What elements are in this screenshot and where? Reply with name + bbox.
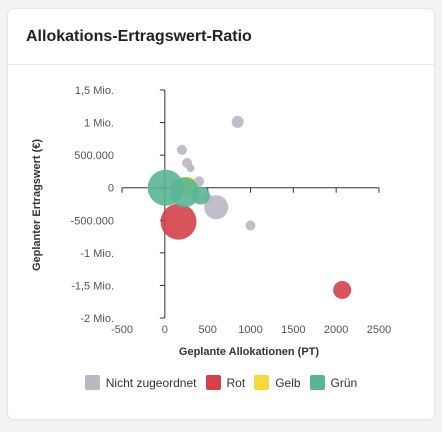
bubble-point[interactable] bbox=[245, 220, 256, 231]
x-tick-label: 1000 bbox=[238, 324, 262, 336]
x-tick-label: 2000 bbox=[324, 324, 348, 336]
bubble-point[interactable] bbox=[333, 280, 352, 299]
y-tick-label: 1,5 Mio. bbox=[75, 85, 114, 97]
legend-swatch bbox=[205, 375, 221, 390]
x-tick-label: 0 bbox=[162, 324, 168, 336]
y-tick-label: 1 Mio. bbox=[84, 118, 114, 130]
legend-label: Gelb bbox=[275, 375, 301, 390]
legend-label: Rot bbox=[226, 375, 246, 390]
y-tick-label: -500.000 bbox=[71, 215, 114, 227]
legend-swatch bbox=[309, 375, 325, 390]
x-tick-label: 2500 bbox=[367, 324, 391, 336]
legend-label: Nicht zugeordnet bbox=[105, 375, 197, 390]
card-title: Allokations-Ertragswert-Ratio bbox=[26, 28, 252, 45]
x-tick-label: 500 bbox=[198, 324, 216, 336]
legend-item[interactable]: Grün bbox=[309, 375, 358, 390]
legend-swatch bbox=[84, 375, 100, 390]
legend-item[interactable]: Rot bbox=[205, 375, 246, 390]
bubble-point[interactable] bbox=[160, 203, 197, 240]
bubble-chart: -500 0 500 1000 1500 2000 2500 1,5 Mio. 1 Mio. 5… bbox=[31, 85, 391, 358]
y-tick-label: -2 Mio. bbox=[80, 313, 114, 325]
legend-item[interactable]: Gelb bbox=[254, 375, 301, 390]
chart-legend: Nicht zugeordnet Rot Gelb Grün bbox=[8, 375, 434, 390]
y-tick-label: -1 Mio. bbox=[80, 248, 114, 260]
bubble-point[interactable] bbox=[191, 186, 210, 205]
y-tick-label: 0 bbox=[108, 183, 114, 195]
legend-label: Grün bbox=[330, 375, 358, 390]
y-axis-label: Geplanter Ertragswert (€) bbox=[31, 139, 43, 271]
chart-card: Allokations-Ertragswert-Ratio -500 0 500 10… bbox=[8, 9, 434, 419]
bubble-point[interactable] bbox=[186, 164, 195, 173]
bubble-point[interactable] bbox=[176, 144, 187, 155]
bubble-point[interactable] bbox=[169, 177, 200, 208]
y-tick-label: -1,5 Mio. bbox=[71, 280, 114, 292]
x-axis-label: Geplante Allokationen (PT) bbox=[179, 346, 319, 358]
title-divider bbox=[8, 64, 434, 65]
legend-swatch bbox=[254, 375, 270, 390]
bubble-point[interactable] bbox=[231, 115, 244, 128]
x-tick-label: 1500 bbox=[281, 324, 305, 336]
y-tick-label: 500.000 bbox=[74, 150, 114, 162]
x-tick-label: -500 bbox=[111, 324, 133, 336]
legend-item[interactable]: Nicht zugeordnet bbox=[84, 375, 197, 390]
